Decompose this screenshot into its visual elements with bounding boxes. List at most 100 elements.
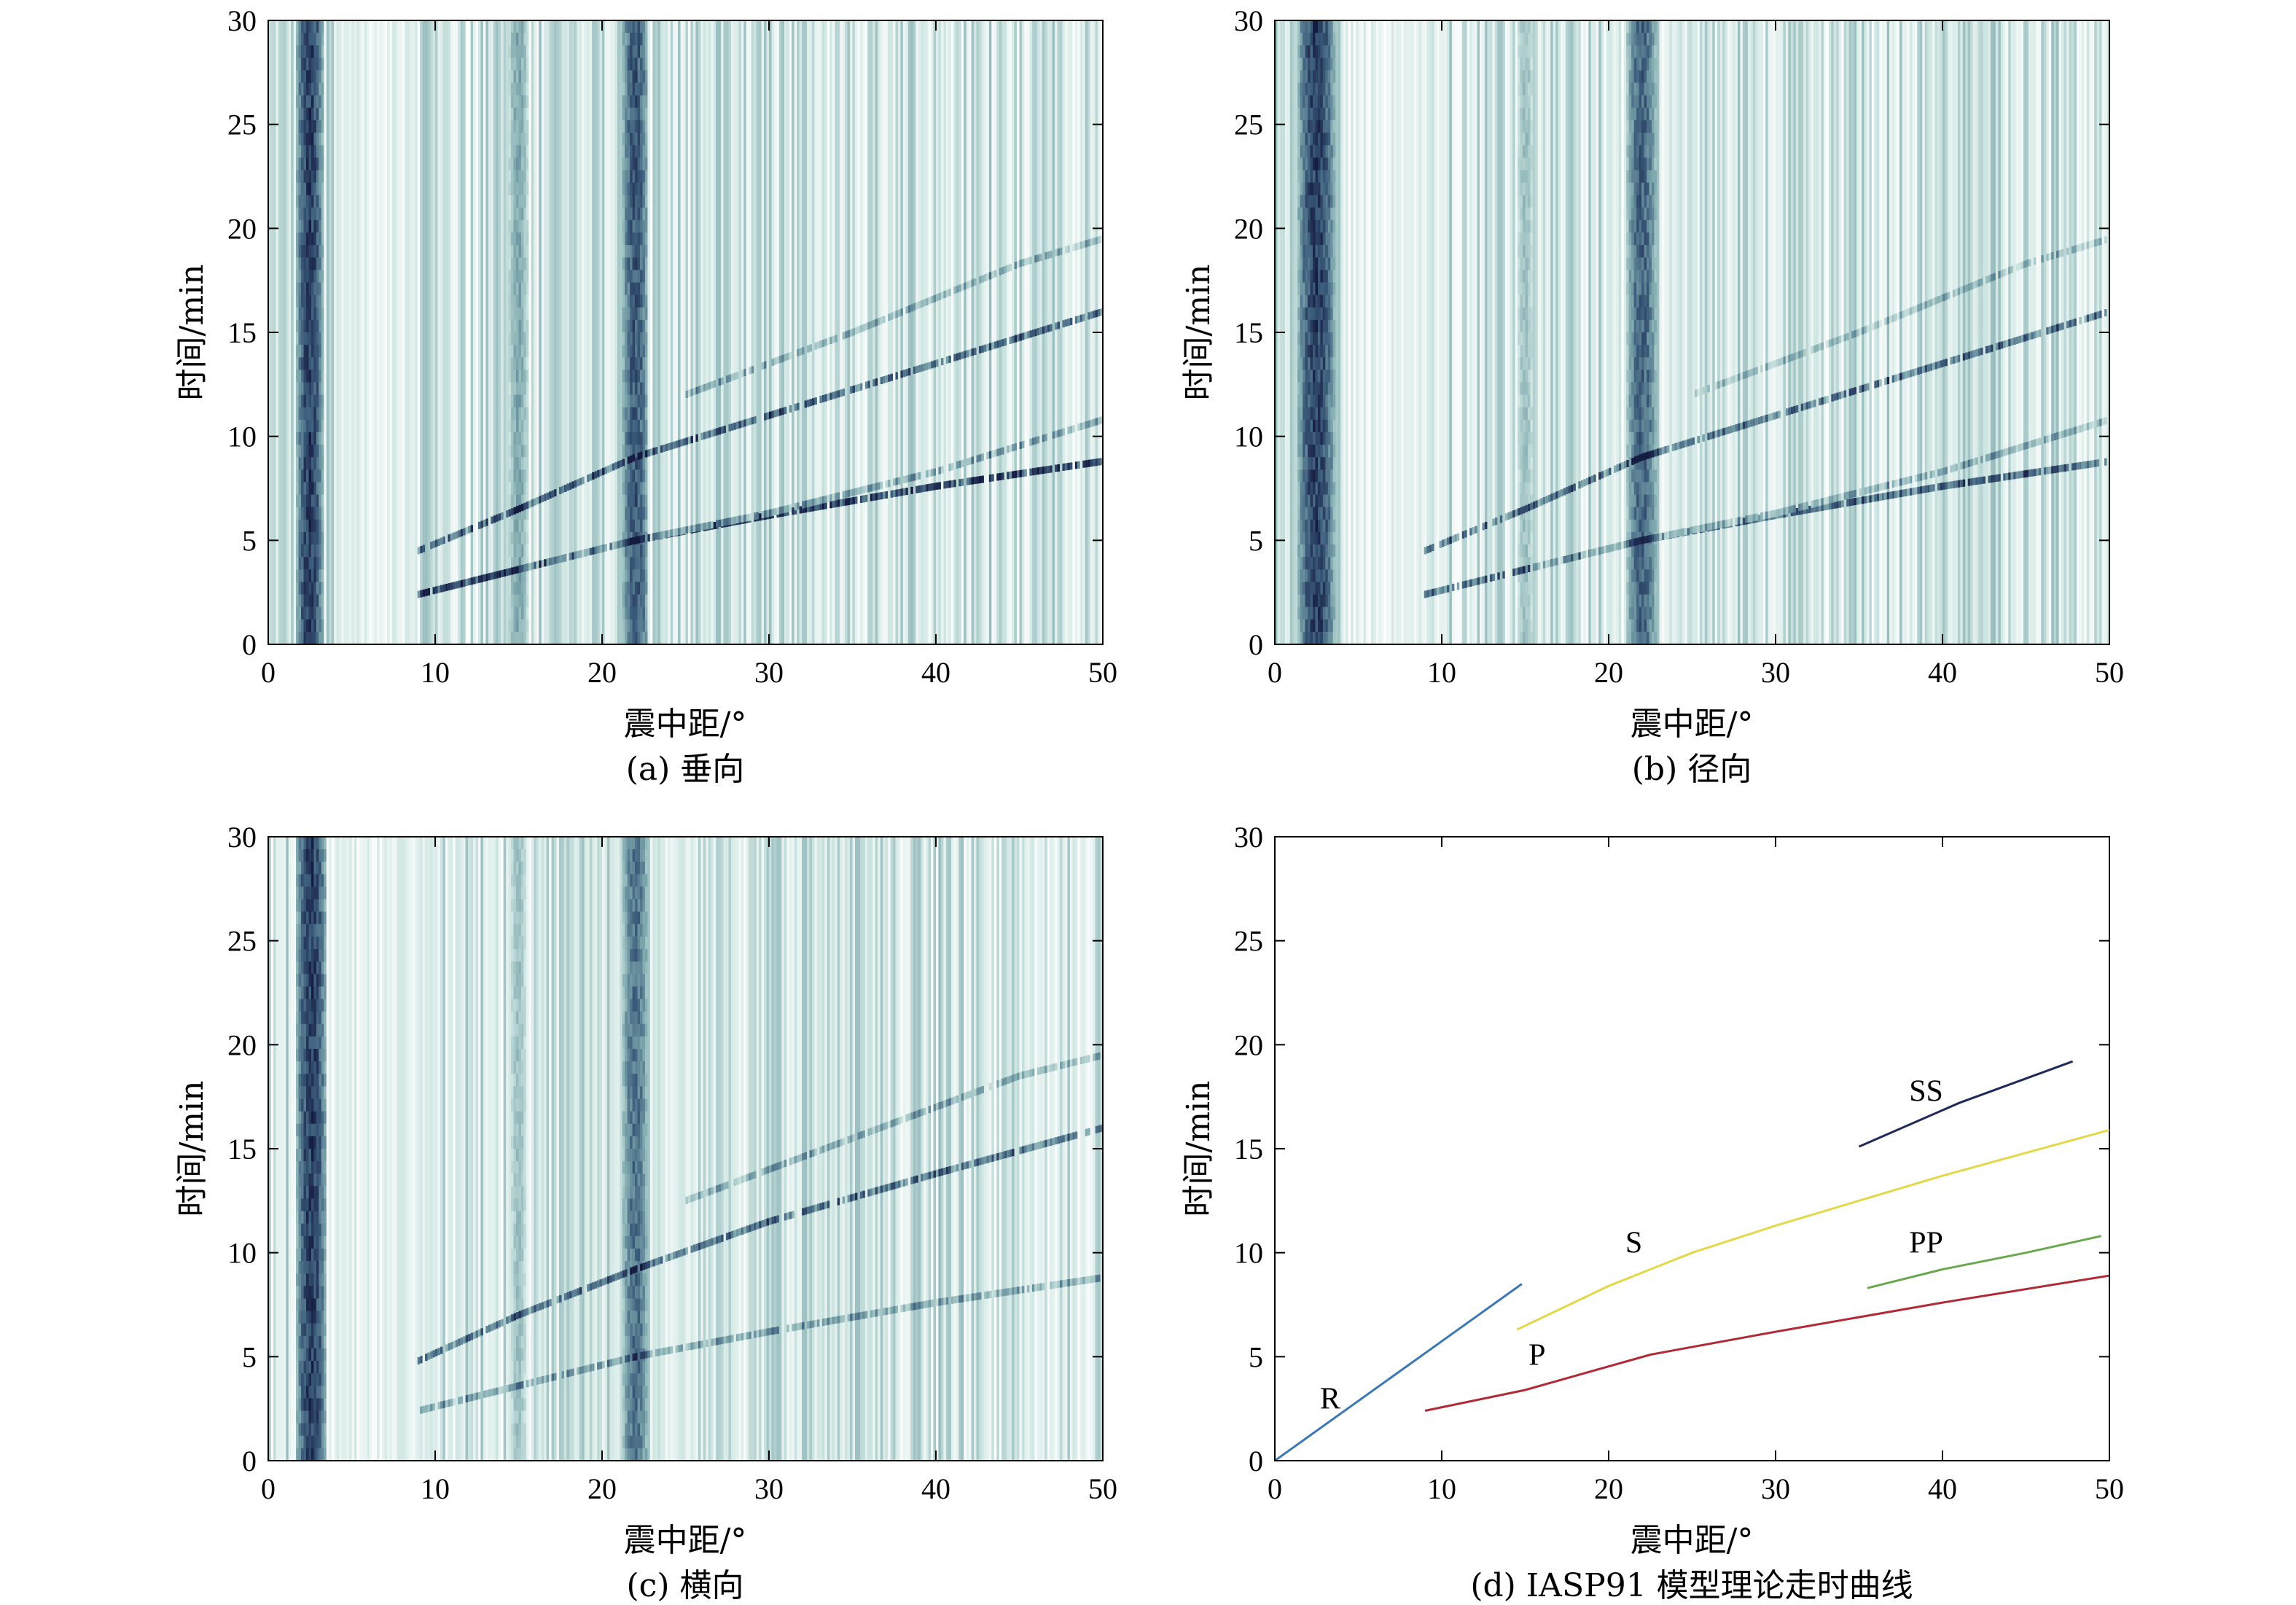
panel-b-heatmap-cell [1654,233,1657,246]
panel-a-heatmap-trace [832,20,835,644]
panel-b-heatmap-cell [1530,594,1534,608]
panel-a-heatmap-cell [632,419,636,433]
panel-a-arrival-s [1019,333,1023,341]
panel-b-heatmap-cell [1639,245,1642,258]
panel-a-heatmap-trace [592,20,596,644]
panel-b-heatmap-trace [1469,20,1473,644]
panel-b-heatmap-cell [1327,431,1331,445]
panel-b-heatmap-cell [1330,245,1334,258]
panel-a-heatmap-cell [316,357,319,370]
panel-a-arrival-ss [698,386,701,394]
panel-b-arrival-pp [1547,560,1551,568]
panel-a-heatmap-cell [298,145,302,158]
panel-a-heatmap-cell [508,45,512,58]
panel-b-heatmap-cell [1310,431,1313,445]
panel-a-arrival-p [814,503,818,511]
panel-a-arrival-s [986,343,990,351]
panel-a-arrival-p [824,501,828,509]
panel-a-heatmap-cell [632,219,636,233]
panel-b-heatmap-cell [1654,294,1657,308]
panel-a-heatmap-cell [313,294,317,308]
panel-a-heatmap-trace [756,20,760,644]
panel-a-heatmap-cell [520,594,525,608]
panel-b-heatmap-cell [1641,507,1645,520]
panel-b-heatmap-cell [1518,282,1521,296]
panel-b-heatmap-cell [1322,95,1326,109]
panel-a-heatmap-cell [526,257,529,270]
panel-b-heatmap-cell [1330,33,1334,46]
panel-b-heatmap-trace [1566,20,1569,644]
panel-b-heatmap-cell [1300,182,1303,196]
panel-b-heatmap-cell [1518,370,1521,383]
panel-a-heatmap-cell [516,557,520,570]
panel-b-heatmap-cell [1317,233,1321,246]
panel-b-heatmap-cell [1332,70,1336,84]
panel-a-arrival-pp [716,520,719,528]
panel-a-heatmap-trace [802,20,805,644]
panel-b-heatmap-cell [1654,45,1657,58]
panel-a-heatmap-cell [644,294,649,308]
panel-b-arrival-ss [1826,340,1830,348]
panel-b-heatmap-cell [1649,332,1652,345]
panel-a-heatmap-trace [738,20,742,644]
panel-a-heatmap-cell [321,257,324,270]
panel-a-heatmap-trace [349,20,353,644]
panel-b-heatmap-cell [1641,245,1645,258]
panel-b-heatmap-cell [1332,257,1336,270]
panel-b-arrival-s [1429,544,1432,552]
panel-a-heatmap-cell [308,394,312,408]
panel-a-heatmap-cell [635,345,639,358]
panel-a-heatmap-cell [625,294,628,308]
panel-a-arrival-s [888,374,891,382]
panel-b-heatmap-cell [1300,606,1303,620]
panel-a-arrival-ss [761,362,765,370]
panel-a-heatmap-cell [632,170,636,184]
panel-b-arrival-s [1609,467,1612,475]
panel-a-heatmap-trace [1019,20,1023,644]
panel-b-heatmap-cell [1315,270,1319,284]
panel-a-heatmap-cell [311,58,315,71]
panel-a-arrival-s [835,391,838,399]
panel-a-heatmap-cell [508,133,512,146]
panel-b-heatmap-cell [1636,294,1640,308]
panel-b-heatmap-cell [1649,207,1652,221]
panel-b-heatmap-cell [1644,257,1647,270]
panel-a-heatmap-cell [630,157,633,171]
panel-a-heatmap-cell [642,507,646,520]
panel-a-heatmap-cell [296,82,300,96]
panel-b-heatmap-cell [1520,332,1523,345]
panel-b-heatmap-cell [1651,370,1655,383]
panel-a-heatmap-cell [311,282,315,296]
panel-a-heatmap-cell [316,133,319,146]
panel-b-heatmap-cell [1641,20,1645,34]
panel-a-heatmap-cell [319,482,322,496]
panel-b-heatmap-cell [1305,606,1308,620]
panel-a-arrival-s [1004,338,1007,346]
panel-a-heatmap-cell [635,469,639,483]
panel-a-heatmap-cell [637,407,641,421]
panel-b-heatmap-cell [1325,345,1329,358]
panel-a-heatmap-cell [637,219,641,233]
panel-b-arrival-pp [1649,535,1652,543]
panel-a-arrival-p [477,575,482,583]
panel-b-heatmap-cell [1315,557,1319,570]
panel-b-heatmap-cell [1327,145,1331,158]
panel-b-heatmap-cell [1305,445,1308,458]
panel-a-arrival-ss [819,340,823,348]
panel-a-heatmap-trace [971,20,975,644]
panel-b-arrival-s [1520,507,1523,515]
panel-b-heatmap-cell [1305,469,1308,483]
panel-b-heatmap-cell [1631,407,1635,421]
panel-b-heatmap-cell [1649,195,1652,208]
panel-b-heatmap-cell [1626,182,1630,196]
panel-b-heatmap-cell [1525,145,1528,158]
panel-a-heatmap-cell [306,357,310,370]
panel-a-arrival-pp [1098,417,1101,425]
panel-a-arrival-pp [797,502,800,510]
panel-a-arrival-pp [950,463,954,471]
panel-a-arrival-pp [652,533,656,541]
panel-a-heatmap-trace [680,20,684,644]
panel-a-arrival-pp [978,454,983,462]
panel-a-arrival-pp [536,561,539,569]
panel-b-heatmap-cell [1628,233,1632,246]
